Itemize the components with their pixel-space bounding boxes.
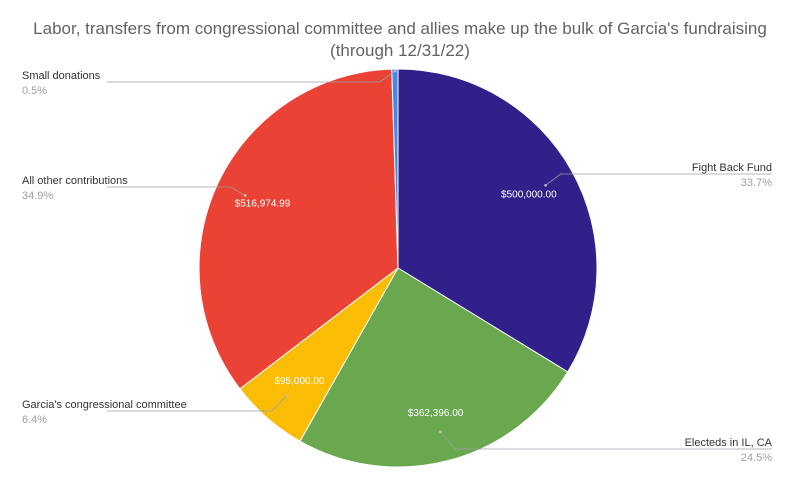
- callout-label-garcia-s-congressional-committee: Garcia's congressional committee: [22, 399, 187, 411]
- pie-slices: [198, 68, 598, 468]
- callout-label-all-other-contributions: All other contributions: [22, 175, 128, 187]
- callout-line: [440, 431, 772, 450]
- callout-line: [107, 395, 288, 412]
- callout-label-electeds-in-il-ca: Electeds in IL, CA: [685, 437, 773, 449]
- slice-value-label: $95,000.00: [274, 376, 324, 387]
- pie-slice-electeds-in-il-ca: [299, 267, 569, 468]
- pie-value-labels: $500,000.00 $362,396.00 $95,000.00 $516,974…: [235, 190, 557, 420]
- pie-slice-all-other-contributions: [198, 68, 399, 390]
- callout-anchor-dot: [285, 394, 289, 397]
- callout-anchor-dot: [544, 184, 547, 187]
- slice-value-label: $500,000.00: [501, 190, 557, 201]
- slice-value-label: $362,396.00: [408, 408, 464, 419]
- callout-line: [545, 173, 772, 186]
- callout-anchor-dot: [393, 69, 397, 73]
- callout-percent: 0.5%: [22, 85, 47, 97]
- callout-line: [107, 70, 396, 83]
- callout-percent: 33.7%: [741, 177, 772, 189]
- callout-line: [107, 186, 246, 196]
- pie-slice-small-donations: [391, 68, 399, 269]
- slice-value-label: $516,974.99: [235, 199, 291, 210]
- chart-subtitle: (through 12/31/22): [330, 41, 470, 60]
- pie-callouts: Fight Back Fund 33.7% Electeds in IL, CA 24…: [22, 69, 773, 464]
- callout-percent: 24.5%: [741, 452, 772, 464]
- callout-percent: 6.4%: [22, 414, 47, 426]
- callout-anchor-dot: [439, 430, 442, 434]
- pie-slice-fight-back-fund: [397, 68, 598, 373]
- callout-anchor-dot: [243, 194, 247, 197]
- callout-percent: 34.9%: [22, 190, 53, 202]
- callout-label-fight-back-fund: Fight Back Fund: [692, 162, 772, 174]
- callout-label-small-donations: Small donations: [22, 70, 101, 82]
- chart-title-line: Labor, transfers from congressional comm…: [33, 19, 767, 38]
- chart-title: Labor, transfers from congressional comm…: [0, 18, 800, 62]
